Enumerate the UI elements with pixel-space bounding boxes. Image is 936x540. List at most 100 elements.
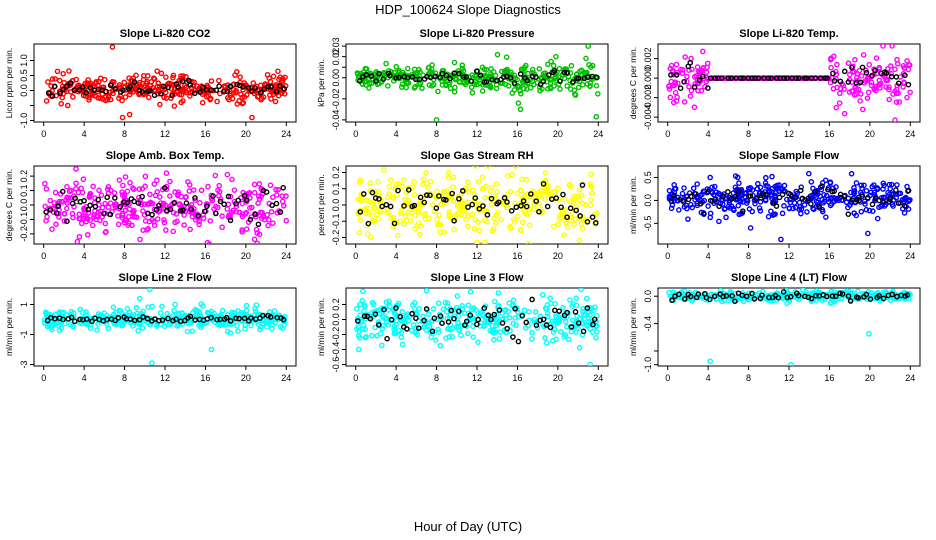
data-point	[472, 166, 479, 169]
data-point-black	[203, 87, 210, 93]
data-point	[552, 189, 558, 195]
data-point	[381, 312, 387, 319]
data-point	[196, 221, 202, 228]
data-point	[357, 312, 363, 318]
data-point-black	[252, 85, 258, 91]
data-point	[882, 194, 888, 201]
points-layer	[355, 166, 600, 244]
data-point-black	[749, 75, 755, 81]
data-point-black	[845, 211, 852, 217]
data-point-black	[529, 296, 535, 303]
data-point	[130, 185, 136, 191]
data-point-black	[447, 75, 453, 82]
data-point-black	[524, 77, 531, 84]
data-point-black	[235, 197, 242, 204]
data-point-black	[149, 211, 155, 218]
data-point-black	[225, 193, 232, 200]
data-point	[187, 320, 193, 326]
data-point	[457, 207, 464, 213]
data-point	[186, 188, 193, 194]
data-point	[368, 80, 375, 86]
data-point-black	[895, 200, 902, 206]
data-point	[216, 77, 222, 84]
data-point	[353, 305, 360, 312]
data-point	[427, 178, 434, 185]
data-point	[545, 61, 551, 68]
data-point	[402, 196, 408, 203]
data-point	[451, 89, 458, 95]
data-point	[558, 329, 564, 335]
data-point	[440, 67, 447, 74]
data-point	[265, 320, 272, 327]
data-point	[142, 173, 149, 180]
data-point	[698, 87, 705, 94]
data-point	[86, 92, 93, 98]
data-point	[270, 220, 276, 226]
data-point	[810, 206, 817, 213]
data-point	[587, 202, 594, 209]
data-point-black	[500, 74, 507, 80]
data-point	[576, 344, 583, 351]
data-point	[404, 65, 411, 72]
data-point	[560, 304, 566, 311]
panel-title: Slope Line 4 (LT) Flow	[731, 272, 847, 284]
data-point-black	[575, 75, 582, 82]
data-point	[801, 202, 808, 208]
data-point	[555, 221, 561, 228]
data-point	[257, 311, 263, 318]
data-point-black	[691, 84, 698, 90]
data-point-black	[540, 316, 547, 323]
data-point	[491, 215, 497, 222]
outlier-point	[865, 230, 871, 237]
data-point-black	[87, 202, 93, 209]
data-point	[113, 309, 119, 316]
data-point-black	[201, 208, 208, 215]
data-point	[357, 177, 364, 184]
data-point-black	[905, 81, 912, 88]
data-point	[465, 330, 471, 337]
data-point-black	[485, 312, 492, 318]
data-point	[42, 180, 48, 187]
data-point	[542, 170, 549, 176]
data-point-black	[739, 208, 746, 214]
y-tick-label: 0.002	[643, 47, 653, 70]
y-tick-label: 0.5	[19, 69, 29, 82]
data-point	[49, 76, 56, 82]
data-point	[64, 183, 70, 190]
data-point-black	[49, 93, 56, 99]
data-point	[229, 95, 236, 102]
data-point	[412, 225, 419, 232]
data-point-black	[824, 75, 830, 81]
data-point	[403, 84, 410, 91]
data-point	[112, 203, 118, 209]
data-point-black	[876, 293, 882, 299]
y-tick-label: 0.03	[331, 37, 341, 55]
data-point	[568, 62, 575, 69]
data-point	[893, 99, 900, 105]
x-tick-label: 12	[160, 373, 170, 383]
data-point	[539, 291, 546, 298]
data-point-black	[564, 214, 570, 221]
y-axis-label: ml/min per min.	[628, 298, 638, 356]
data-point-black	[214, 316, 220, 323]
data-point-black	[71, 87, 78, 93]
data-point	[491, 337, 497, 343]
data-point-black	[421, 317, 427, 324]
data-point	[49, 226, 55, 232]
data-point	[530, 66, 536, 73]
data-point-black	[139, 89, 146, 95]
data-point-black	[89, 318, 95, 325]
data-point-black	[404, 326, 410, 332]
outlier-point	[355, 346, 362, 353]
data-point-black	[240, 84, 246, 90]
data-point	[170, 209, 177, 216]
data-point	[703, 78, 710, 85]
data-point	[174, 218, 180, 225]
data-point	[139, 186, 146, 192]
data-point-black	[697, 200, 704, 207]
data-point	[467, 289, 474, 295]
data-point	[398, 210, 404, 217]
data-point-black	[676, 291, 682, 298]
data-point	[260, 320, 267, 327]
data-point	[510, 320, 517, 327]
